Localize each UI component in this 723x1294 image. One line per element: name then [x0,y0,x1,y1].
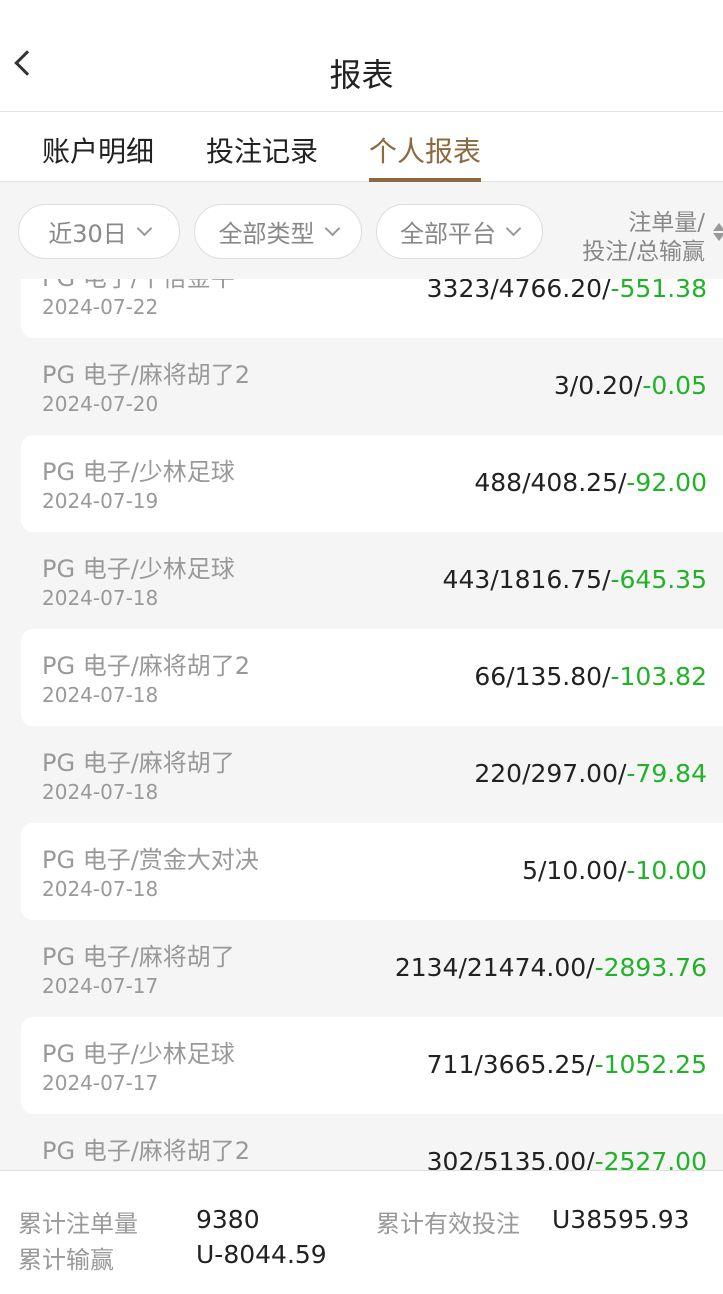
count-bet: 66/135.80/ [474,662,611,691]
winloss: -103.82 [610,662,708,691]
game-name: PG 电子/赏金大对决 [42,846,259,874]
tab-bar: 账户明细 投注记录 个人报表 [0,112,723,182]
count-bet: 3323/4766.20/ [426,279,611,303]
row-values: 3/0.20/-0.05 [554,371,707,400]
winloss: -1052.25 [594,1050,707,1079]
platform-label: 全部平台 [400,220,496,248]
row-values: 711/3665.25/-1052.25 [427,1050,707,1079]
winloss: -79.84 [626,759,707,788]
row-date: 2024-07-18 [42,877,159,901]
game-name: PG 电子/麻将胡了2 [42,1137,251,1165]
row-date: 2024-07-18 [42,683,159,707]
tab-bet-records[interactable]: 投注记录 [206,135,319,168]
row-date: 2024-07-17 [42,974,159,998]
report-row[interactable]: PG 电子/少林足球 2024-07-17 711/3665.25/-1052.… [21,1017,723,1114]
row-values: 220/297.00/-79.84 [474,759,707,788]
report-row[interactable]: PG 电子/少林足球 2024-07-19 488/408.25/-92.00 [21,435,723,532]
row-date: 2024-07-19 [42,489,159,513]
row-values: 302/5135.00/-2527.00 [427,1147,707,1170]
row-values: 66/135.80/-103.82 [474,662,707,691]
row-values: 443/1816.75/-645.35 [443,565,707,594]
report-row[interactable]: PG 电子/麻将胡了2 2024-07-18 66/135.80/-103.82 [21,629,723,726]
type-label: 全部类型 [218,220,315,248]
report-row[interactable]: PG 电子/十倍金牛 2024-07-22 3323/4766.20/-551.… [21,279,723,338]
chevron-down-icon [136,220,153,237]
valid-bet-value: U38595.93 [552,1205,690,1234]
game-name: PG 电子/麻将胡了 [42,749,235,777]
winloss-label: 累计输赢 [18,1246,114,1274]
count-bet: 2134/21474.00/ [394,953,595,982]
summary-footer: 累计注单量 9380 累计有效投注 U38595.93 累计输赢 U-8044.… [0,1170,723,1294]
period-filter[interactable]: 近30日 [18,204,180,259]
game-name: PG 电子/少林足球 [42,1040,235,1068]
total-count-label: 累计注单量 [18,1210,138,1238]
filter-bar: 近30日 全部类型 全部平台 注单量/ 投注/总输赢 [0,183,723,279]
winloss: -10.00 [626,856,707,885]
game-name: PG 电子/少林足球 [42,458,235,486]
report-row[interactable]: PG 电子/麻将胡了2 2024-07-20 3/0.20/-0.05 [0,338,723,435]
row-values: 2134/21474.00/-2893.76 [395,953,707,982]
game-name: PG 电子/麻将胡了2 [42,652,251,680]
valid-bet-label: 累计有效投注 [376,1210,520,1238]
row-values: 5/10.00/-10.00 [522,856,707,885]
count-bet: 488/408.25/ [474,468,627,497]
report-row[interactable]: PG 电子/赏金大对决 2024-07-18 5/10.00/-10.00 [21,823,723,920]
row-date: 2024-07-18 [42,780,159,804]
winloss: -2527.00 [594,1147,707,1170]
winloss: -551.38 [610,279,708,303]
count-bet: 220/297.00/ [474,759,627,788]
header: 报表 [0,0,723,112]
report-row[interactable]: PG 电子/麻将胡了2 302/5135.00/-2527.00 [0,1114,723,1170]
winloss: -0.05 [642,371,707,400]
row-values: 3323/4766.20/-551.38 [427,279,707,303]
game-name: PG 电子/麻将胡了 [42,943,235,971]
page-title: 报表 [329,56,394,94]
tab-personal-report[interactable]: 个人报表 [369,130,482,182]
chevron-down-icon [505,220,522,237]
report-row[interactable]: PG 电子/麻将胡了 2024-07-17 2134/21474.00/-289… [0,920,723,1017]
game-name: PG 电子/少林足球 [42,555,235,583]
row-date: 2024-07-20 [42,392,159,416]
type-filter[interactable]: 全部类型 [194,204,362,259]
row-values: 488/408.25/-92.00 [474,468,707,497]
count-bet: 5/10.00/ [522,856,627,885]
period-label: 近30日 [48,220,127,248]
sort-label-2: 投注/总输赢 [582,239,705,265]
platform-filter[interactable]: 全部平台 [376,204,543,259]
row-date: 2024-07-22 [42,295,159,319]
count-bet: 443/1816.75/ [442,565,611,594]
row-date: 2024-07-17 [42,1071,159,1095]
total-count-value: 9380 [196,1205,260,1234]
report-row[interactable]: PG 电子/少林足球 2024-07-18 443/1816.75/-645.3… [0,532,723,629]
sort-icon[interactable] [713,223,723,241]
game-name: PG 电子/十倍金牛 [42,279,235,293]
winloss: -92.00 [626,468,707,497]
count-bet: 302/5135.00/ [426,1147,595,1170]
winloss-value: U-8044.59 [196,1240,327,1269]
sort-header[interactable]: 注单量/ 投注/总输赢 [582,209,705,267]
row-date: 2024-07-18 [42,586,159,610]
count-bet: 711/3665.25/ [426,1050,595,1079]
game-name: PG 电子/麻将胡了2 [42,361,251,389]
sort-label-1: 注单量/ [628,210,705,236]
tab-account-details[interactable]: 账户明细 [42,135,155,168]
report-row[interactable]: PG 电子/麻将胡了 2024-07-18 220/297.00/-79.84 [0,726,723,823]
chevron-down-icon [324,220,340,237]
winloss: -2893.76 [594,953,707,982]
report-list[interactable]: PG 电子/十倍金牛 2024-07-22 3323/4766.20/-551.… [0,279,723,1170]
winloss: -645.35 [610,565,708,594]
count-bet: 3/0.20/ [553,371,643,400]
